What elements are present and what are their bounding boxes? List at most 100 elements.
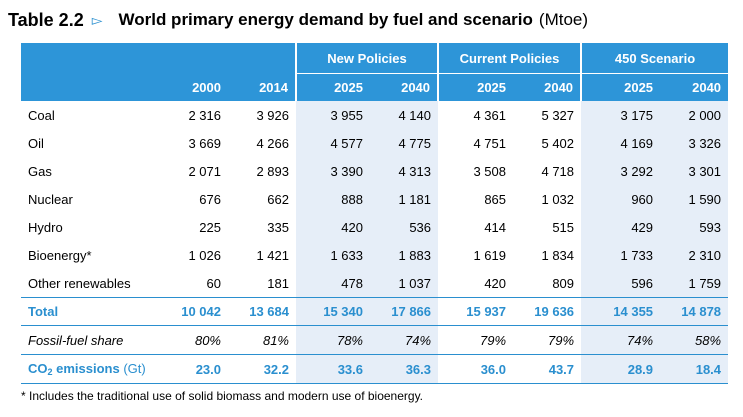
table-cell: 4 169 — [581, 129, 661, 157]
year-header: 2040 — [692, 80, 722, 95]
table-row: Hydro 225 335 420 536 414 515 429 593 — [21, 213, 729, 241]
row-label: Fossil-fuel share — [21, 325, 160, 355]
table-cell: 74% — [581, 325, 661, 355]
table-cell: 4 313 — [370, 157, 439, 185]
table-cell: 181 — [267, 275, 289, 291]
table-cell: 3 175 — [581, 101, 661, 129]
table-cell: 515 — [552, 219, 575, 235]
table-cell: 960 — [581, 185, 661, 213]
table-cell: 478 — [296, 269, 370, 298]
table-cell: 888 — [296, 185, 370, 213]
year-header: 2025 — [437, 73, 514, 101]
year-header: 2040 — [401, 80, 431, 95]
table-cell: 79% — [438, 325, 514, 355]
table-cell: 3 955 — [296, 101, 370, 129]
table-cell: 4 718 — [541, 163, 575, 179]
table-cell: 865 — [484, 191, 507, 207]
table-row: Oil 3 669 4 266 4 577 4 775 4 751 5 402 4 169 3 … — [21, 129, 729, 157]
row-label: Total — [21, 297, 160, 326]
table-row: Gas 2 071 2 893 3 390 4 313 3 508 4 718 3 292 3 … — [21, 157, 729, 185]
table-cell: 13 684 — [228, 297, 296, 326]
table-cell: 14 878 — [660, 297, 729, 326]
table-cell: 1 181 — [370, 185, 439, 213]
table-cell: 809 — [552, 275, 575, 291]
table-cell: 23.0 — [160, 354, 228, 384]
table-cell: 1 733 — [581, 241, 661, 269]
table-cell: 15 937 — [438, 297, 514, 326]
table-cell: 43.7 — [513, 354, 582, 384]
table-cell: 18.4 — [660, 354, 729, 384]
table-cell: 420 — [296, 213, 370, 241]
table-cell: 4 140 — [370, 101, 439, 129]
group-new-policies: New Policies — [294, 43, 439, 74]
table-cell: 3 669 — [188, 135, 221, 151]
table-cell: 2 316 — [188, 107, 221, 123]
table-cell: 80% — [160, 325, 228, 355]
table-row: Other renewables 60 181 478 1 037 420 809 596 1 … — [21, 269, 729, 298]
table-cell: 32.2 — [228, 354, 296, 384]
table-cell: 58% — [660, 325, 729, 355]
year-header: 2000 — [192, 79, 221, 95]
table-cell: 81% — [228, 325, 296, 355]
table-cell: 2 000 — [660, 101, 729, 129]
table-cell: 536 — [370, 213, 439, 241]
table-cell: 596 — [581, 269, 661, 298]
table-cell: 3 326 — [660, 129, 729, 157]
table-number: Table 2.2 — [8, 9, 84, 30]
table-cell: 1 633 — [296, 241, 370, 269]
year-header: 2025 — [295, 73, 370, 101]
footnote: * Includes the traditional use of solid … — [21, 389, 424, 403]
row-label: CO2 emissions (Gt) — [21, 354, 160, 384]
table-cell: 4 361 — [473, 107, 507, 123]
co2-label-sub: 2 — [47, 367, 53, 377]
table-cell: 28.9 — [581, 354, 661, 384]
table-cell: 414 — [484, 219, 507, 235]
row-label: Coal — [28, 107, 55, 123]
table-cell: 676 — [199, 191, 221, 207]
table-row: Coal 2 316 3 926 3 955 4 140 4 361 5 327 3 175 2… — [21, 101, 729, 129]
table-cell: 1 883 — [370, 241, 439, 269]
year-header-row: 2000 2014 2025 2040 2025 2040 2025 2040 — [21, 73, 729, 101]
table-cell: 33.6 — [296, 354, 370, 384]
year-header: 2014 — [259, 79, 288, 95]
triangle-arrow-icon: ▻ — [91, 11, 103, 28]
table-cell: 79% — [513, 325, 582, 355]
table-cell: 225 — [199, 219, 221, 235]
table-cell: 429 — [581, 213, 661, 241]
co2-row: CO2 emissions (Gt) 23.0 32.2 33.6 36.3 36.0 43… — [21, 354, 729, 384]
table-cell: 1 759 — [660, 269, 729, 298]
table-cell: 36.3 — [370, 354, 439, 384]
table-cell: 1 032 — [541, 191, 575, 207]
table-cell: 420 — [484, 275, 507, 291]
group-450-scenario: 450 Scenario — [580, 43, 729, 74]
table-title: Table 2.2 ▻ World primary energy demand … — [8, 7, 588, 33]
energy-demand-table: New Policies Current Policies 450 Scenar… — [21, 43, 729, 384]
year-header: 2025 — [580, 73, 661, 101]
row-label: Nuclear — [28, 191, 73, 207]
table-row: Bioenergy* 1 026 1 421 1 633 1 883 1 619 1 834… — [21, 241, 729, 269]
table-cell: 3 926 — [256, 107, 289, 123]
table-cell: 4 266 — [256, 135, 289, 151]
row-label: Gas — [28, 163, 52, 179]
table-cell: 1 026 — [188, 247, 221, 263]
table-unit: (Mtoe) — [538, 10, 589, 29]
co2-label-main: CO — [28, 361, 48, 376]
table-cell: 593 — [660, 213, 729, 241]
row-label: Other renewables — [28, 275, 131, 291]
table-cell: 3 390 — [296, 157, 370, 185]
table-cell: 2 310 — [660, 241, 729, 269]
table-row: Nuclear 676 662 888 1 181 865 1 032 960 1 590 — [21, 185, 729, 213]
table-cell: 17 866 — [370, 297, 439, 326]
table-cell: 3 301 — [660, 157, 729, 185]
table-cell: 662 — [267, 191, 289, 207]
table-cell: 15 340 — [296, 297, 370, 326]
table-cell: 10 042 — [160, 297, 228, 326]
table-cell: 1 834 — [541, 247, 575, 263]
table-cell: 4 577 — [296, 129, 370, 157]
row-label: Hydro — [28, 219, 63, 235]
header-blank — [21, 43, 296, 74]
row-label: Oil — [28, 135, 44, 151]
table-cell: 4 751 — [473, 135, 507, 151]
table-cell: 74% — [370, 325, 439, 355]
table-cell: 2 893 — [256, 163, 289, 179]
